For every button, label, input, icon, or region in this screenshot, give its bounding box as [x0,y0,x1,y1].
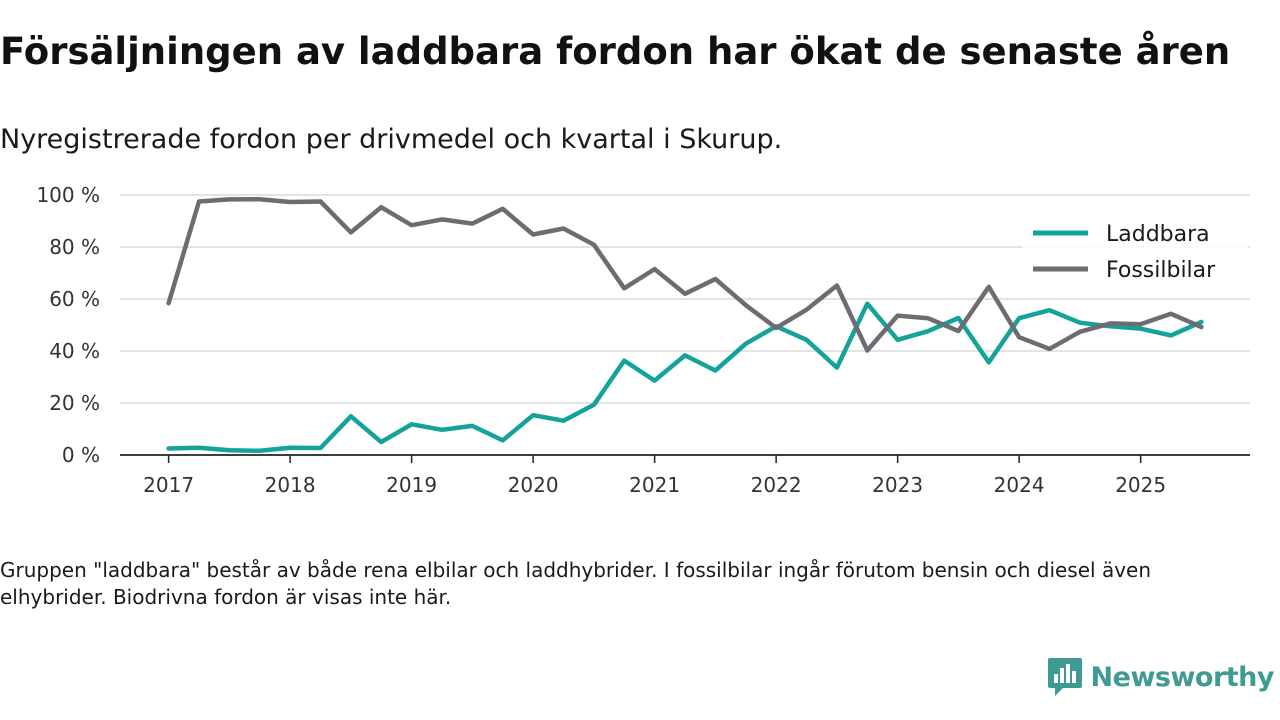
data-series [166,196,1204,454]
chart-subtitle: Nyregistrerade fordon per drivmedel och … [0,124,783,155]
y-tick-label: 60 % [49,287,100,311]
brand-logo: Newsworthy [1047,656,1275,698]
x-tick-label: 2021 [629,473,680,497]
brand-name: Newsworthy [1090,661,1275,693]
series-line-laddbara [166,301,1204,454]
x-tick-label: 2025 [1115,473,1166,497]
x-tick-label: 2023 [872,473,923,497]
series-line-fossilbilar [166,196,1204,353]
x-tick-label: 2017 [143,473,194,497]
line-chart: 0 % 20 % 40 % 60 % 80 % 100 % 2017 2018 2019 2020… [36,183,1250,497]
footnote: Gruppen "laddbara" består av både rena e… [0,558,1152,609]
legend-label: Laddbara [1106,222,1210,247]
chart-title: Försäljningen av laddbara fordon har öka… [0,30,1231,73]
legend-box [1022,212,1248,292]
y-tick-label: 80 % [49,235,100,259]
newsworthy-logo-icon [1047,658,1082,696]
x-tick-label: 2019 [386,473,437,497]
axes: 0 % 20 % 40 % 60 % 80 % 100 % 2017 2018 2019 2020… [36,183,1250,497]
y-tick-label: 0 % [62,443,100,467]
y-tick-label: 40 % [49,339,100,363]
y-tick-label: 20 % [49,391,100,415]
y-tick-label: 100 % [36,183,100,207]
x-tick-label: 2024 [994,473,1045,497]
x-tick-label: 2022 [751,473,802,497]
x-tick-label: 2018 [265,473,316,497]
legend: Laddbara Fossilbilar [1022,212,1248,292]
legend-label: Fossilbilar [1106,258,1216,283]
x-tick-label: 2020 [508,473,559,497]
